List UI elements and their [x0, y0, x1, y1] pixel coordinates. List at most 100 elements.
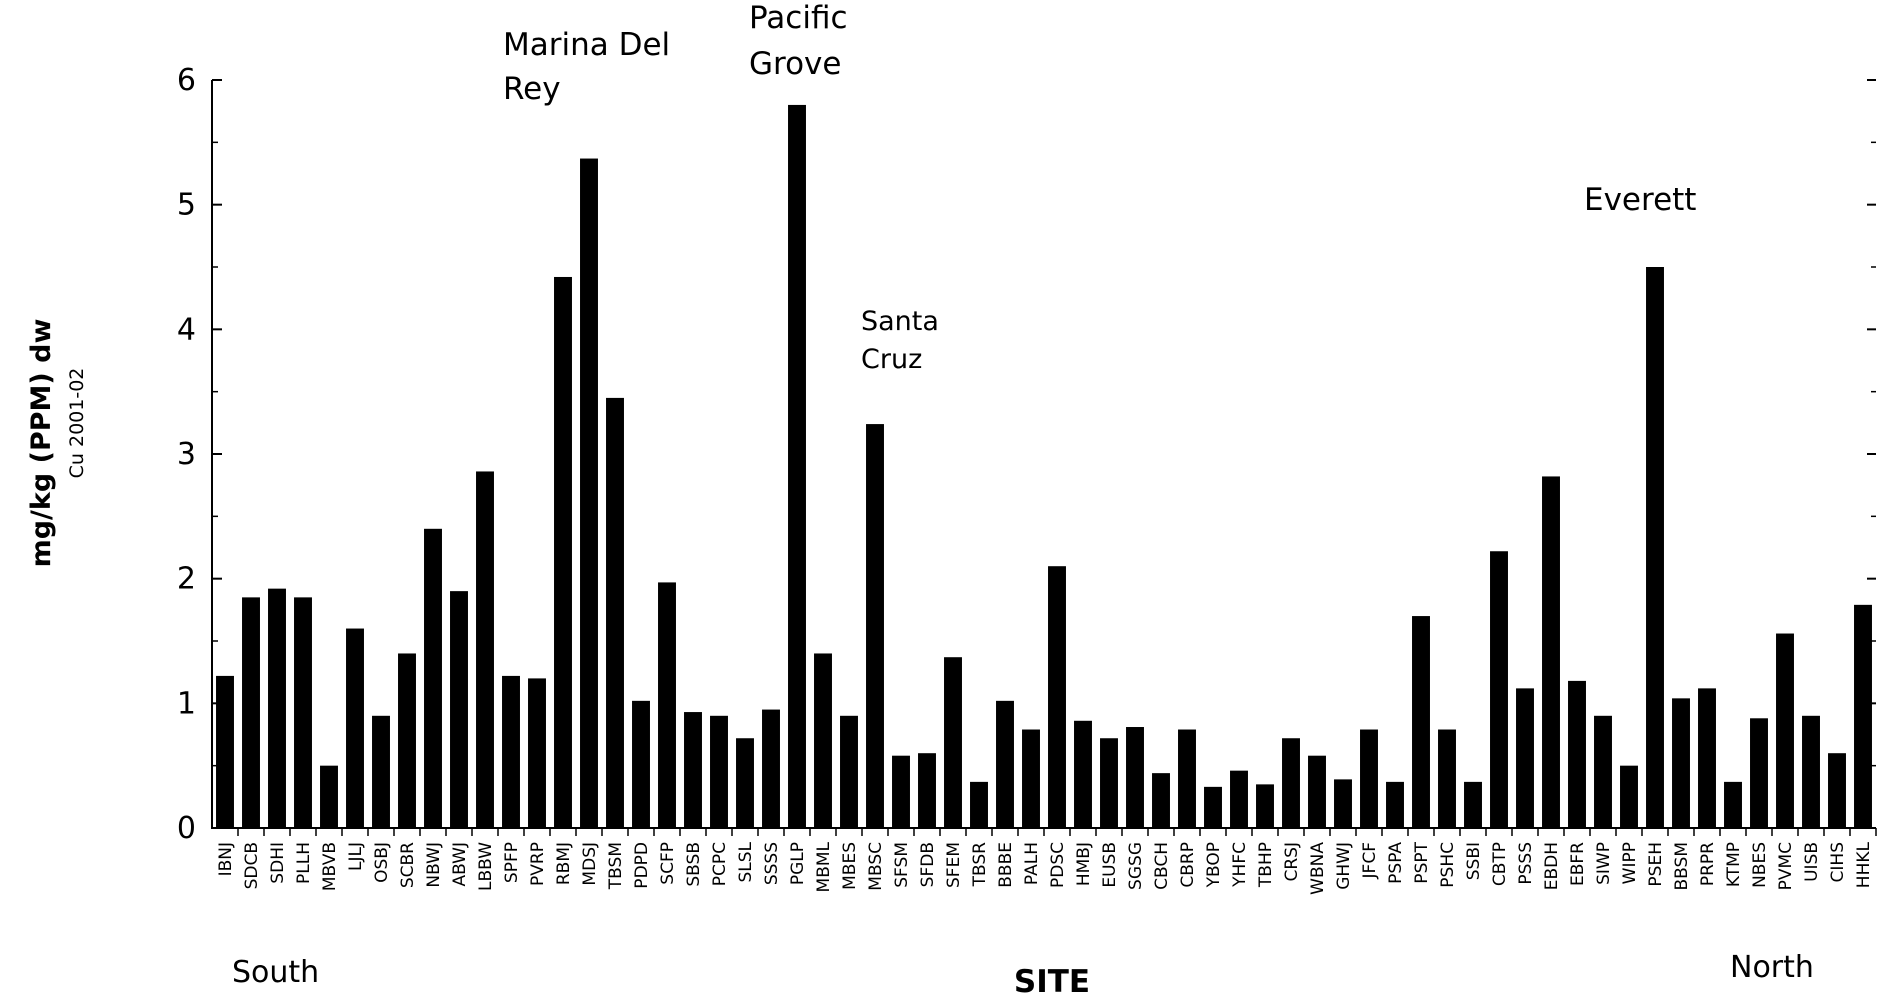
x-axis-label: SITE	[1014, 964, 1090, 998]
x-tick-label: SFDB	[918, 842, 938, 887]
bar-sfsm	[892, 755, 910, 828]
bar-tbhp	[1256, 784, 1274, 828]
x-tick-label: SDHI	[268, 842, 288, 884]
annotation-label: Everett	[1584, 182, 1696, 218]
bar-bbbe	[996, 700, 1014, 828]
x-tick-label: PSEH	[1646, 842, 1666, 887]
x-tick-label: HMBJ	[1074, 842, 1094, 886]
x-tick-label: PSPT	[1412, 841, 1432, 883]
x-tick-label: CBCH	[1152, 842, 1172, 890]
bar-pvrp	[528, 678, 546, 828]
annotation-label: Marina Del	[503, 27, 670, 63]
bar-wipp	[1620, 765, 1638, 828]
annotation-label: Rey	[503, 71, 561, 107]
x-tick-label: PVRP	[528, 842, 548, 886]
y-tick-label: 5	[177, 188, 196, 223]
bar-pglp	[788, 104, 806, 828]
bar-nbes	[1750, 718, 1768, 828]
annotations: Marina Del Rey Pacific Grove Santa Cruz Everet…	[503, 0, 1696, 375]
y-axis-sublabel: Cu 2001-02	[66, 368, 88, 479]
x-tick-label: NBES	[1750, 842, 1770, 888]
x-axis: IBNJ SDCB SDHI PLLH MBVB LJLJ OSBJ SCBR NBWJ ABWJ…	[216, 828, 1877, 895]
y-tick-label: 1	[177, 686, 196, 721]
x-tick-label: EUSB	[1100, 842, 1120, 888]
bar-siwp	[1594, 715, 1612, 828]
y-tick-label: 0	[177, 811, 196, 846]
x-tick-label: PSSS	[1516, 842, 1536, 885]
x-tick-label: WIPP	[1620, 842, 1640, 884]
bar-eusb	[1100, 738, 1118, 828]
x-tick-label: LBBW	[476, 842, 496, 891]
bar-pspa	[1386, 781, 1404, 828]
bar-ghwj	[1334, 779, 1352, 828]
y-tick-label: 3	[177, 437, 196, 472]
x-tick-label: SCBR	[398, 842, 418, 888]
bar-ktmp	[1724, 781, 1742, 828]
x-tick-label: PLLH	[294, 842, 314, 884]
x-tick-label: CBRP	[1178, 842, 1198, 888]
bar-mbsc	[866, 424, 884, 828]
x-tick-label: TBSM	[606, 842, 626, 890]
bar-rbmj	[554, 276, 572, 828]
bar-sfem	[944, 657, 962, 828]
south-label: South	[232, 955, 319, 990]
bar-ljlj	[346, 628, 364, 828]
bar-cbch	[1152, 773, 1170, 828]
bar-ybop	[1204, 786, 1222, 828]
y-tick-label: 4	[177, 312, 196, 347]
x-tick-label: TBHP	[1256, 842, 1276, 888]
bar-spfp	[502, 675, 520, 828]
x-tick-label: EBDH	[1542, 842, 1562, 890]
x-tick-label: CRSJ	[1282, 842, 1302, 882]
x-tick-label: PRPR	[1698, 842, 1718, 886]
bar-pllh	[294, 597, 312, 828]
x-tick-label: BBBE	[996, 842, 1016, 888]
x-tick-label: MBVB	[320, 842, 340, 891]
x-tick-label: PSPA	[1386, 842, 1406, 884]
bar-wbna	[1308, 755, 1326, 828]
bar-mbes	[840, 715, 858, 828]
bar-ebfr	[1568, 680, 1586, 828]
bar-psss	[1516, 688, 1534, 828]
bar-pcpc	[710, 715, 728, 828]
x-tick-label: SSBI	[1464, 842, 1484, 880]
x-tick-label: LJLJ	[346, 842, 366, 871]
x-tick-label: SCFP	[658, 842, 678, 885]
bar-mbml	[814, 653, 832, 828]
annotation-label: Santa	[861, 306, 939, 337]
bar-hmbj	[1074, 720, 1092, 828]
bar-ssbi	[1464, 781, 1482, 828]
bar-pseh	[1646, 267, 1664, 828]
north-label: North	[1730, 950, 1814, 985]
x-tick-label: MDSJ	[580, 842, 600, 886]
bar-scfp	[658, 582, 676, 828]
x-tick-label: PDSC	[1048, 842, 1068, 888]
x-tick-label: PSHC	[1438, 842, 1458, 888]
bar-yhfc	[1230, 770, 1248, 828]
bar-uisb	[1802, 715, 1820, 828]
x-tick-label: MBES	[840, 842, 860, 890]
x-tick-label: PVMC	[1776, 842, 1796, 890]
bar-tbsm	[606, 397, 624, 828]
x-tick-label: KTMP	[1724, 842, 1744, 887]
x-tick-label: MBSC	[866, 842, 886, 891]
annotation-label: Pacific	[749, 0, 848, 36]
x-tick-label: SPFP	[502, 842, 522, 883]
bar-cihs	[1828, 753, 1846, 828]
x-tick-label: SGSG	[1126, 842, 1146, 890]
x-tick-label: PGLP	[788, 842, 808, 885]
x-tick-label: WBNA	[1308, 842, 1328, 895]
x-tick-label: SFEM	[944, 842, 964, 888]
bar-pvmc	[1776, 633, 1794, 828]
x-tick-label: HHKL	[1854, 841, 1874, 888]
x-tick-label: CBTP	[1490, 842, 1510, 886]
x-tick-label: MBML	[814, 841, 834, 892]
bar-mbvb	[320, 765, 338, 828]
x-tick-label: SSSS	[762, 842, 782, 885]
bar-ssss	[762, 709, 780, 828]
x-tick-label: SFSM	[892, 842, 912, 888]
x-tick-label: SLSL	[736, 841, 756, 882]
bar-sfdb	[918, 753, 936, 828]
x-tick-label: SDCB	[242, 842, 262, 889]
bar-sgsg	[1126, 727, 1144, 828]
